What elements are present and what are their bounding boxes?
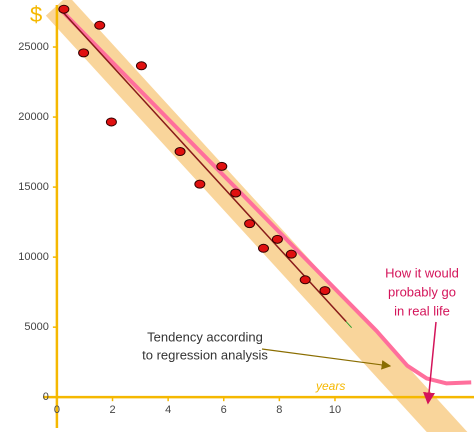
x-tick-label: 2 [109, 404, 115, 416]
x-tick-label: 0 [54, 404, 60, 416]
y-tick-label: 0 [43, 391, 49, 403]
data-point [271, 234, 283, 244]
annotation-text: probably go [388, 284, 456, 299]
x-tick-label: 10 [329, 404, 341, 416]
x-axis-label: years [315, 379, 345, 393]
annotation-arrow [423, 321, 437, 405]
y-tick-label: 5000 [24, 321, 48, 333]
annotation-text: in real life [394, 303, 450, 318]
data-point [319, 286, 331, 296]
y-tick-label: 10000 [18, 251, 49, 263]
annotation-arrow [261, 348, 392, 370]
data-point [174, 147, 186, 157]
y-tick-label: 20000 [18, 111, 49, 123]
annotation-text: How it would [385, 265, 459, 280]
data-point [244, 219, 256, 229]
annotation-text: Tendency according [147, 329, 263, 344]
data-point [299, 275, 311, 285]
trend-line [59, 8, 347, 323]
annotation-text: to regression analysis [142, 347, 268, 362]
points-layer [58, 4, 331, 296]
data-point [216, 161, 228, 171]
data-point [194, 179, 206, 189]
axes: 0 5000 10000 15000 20000 25000 0 2 4 6 8 10 [18, 5, 474, 428]
y-tick-label: 15000 [18, 181, 49, 193]
annotations: Tendency according to regression analysis… [142, 265, 459, 362]
data-point [230, 188, 242, 198]
y-tick-label: 25000 [18, 41, 49, 53]
data-point [94, 20, 106, 30]
data-point [105, 117, 117, 127]
data-point [78, 48, 90, 58]
data-point [285, 249, 297, 259]
trend-line [58, 7, 472, 386]
data-point [258, 243, 270, 253]
y-unit-symbol: $ [30, 2, 42, 27]
data-point [58, 4, 70, 14]
lines-layer [58, 7, 472, 386]
x-tick-label: 8 [276, 404, 282, 416]
x-tick-label: 4 [165, 404, 171, 416]
x-tick-label: 6 [221, 404, 227, 416]
data-point [135, 61, 147, 71]
